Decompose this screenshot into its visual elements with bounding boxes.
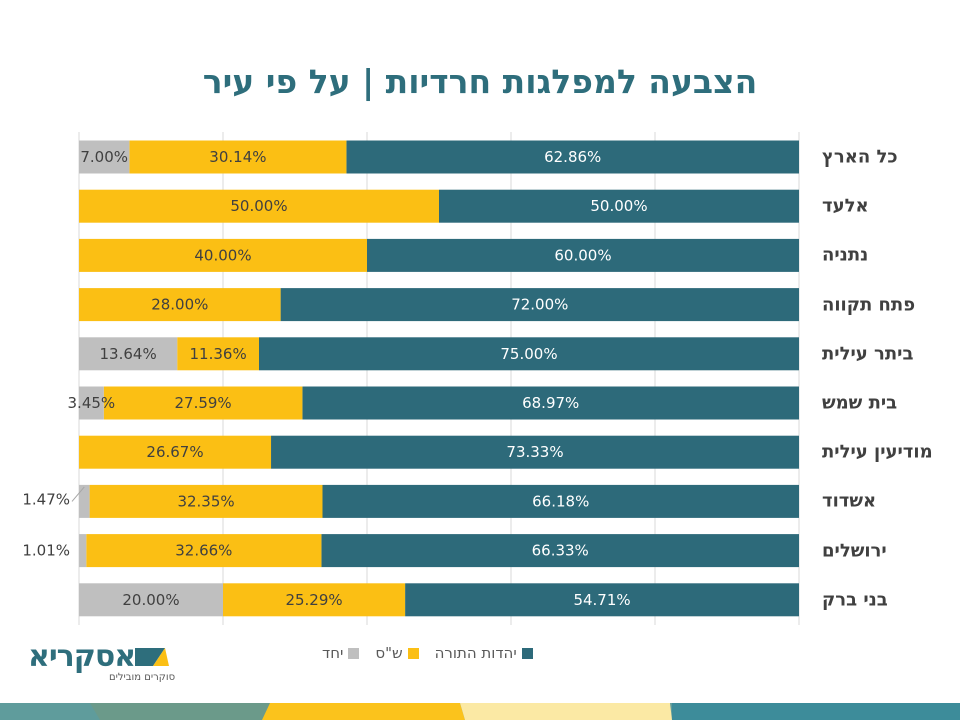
category-label: נתניה (822, 244, 869, 266)
data-label: 50.00% (590, 197, 647, 215)
legend-label-yachad: יחד (322, 644, 344, 662)
data-label: 50.00% (230, 197, 287, 215)
bar-segment-yachad (79, 337, 178, 371)
legend-item-shas: ש"ס (375, 644, 419, 662)
category-label: אלעד (822, 195, 869, 217)
data-label: 1.47% (22, 490, 70, 508)
bar-segment-shas (79, 288, 281, 322)
bar-segment-utj (321, 534, 799, 568)
data-label: 28.00% (151, 296, 208, 314)
logo: אסקריא סוקרים מובילים (28, 639, 176, 684)
category-label: כל הארץ (822, 146, 898, 168)
bar-segment-shas (79, 189, 439, 223)
category-label: מודיעין עילית (822, 441, 933, 463)
bar-segment-yachad (79, 534, 87, 568)
bar-segment-utj (439, 189, 799, 223)
bar-segment-utj (367, 238, 799, 272)
category-label: בית שמש (822, 392, 898, 414)
bar-segment-shas (89, 484, 323, 518)
data-label: 11.36% (190, 345, 247, 363)
bar-segment-shas (79, 435, 272, 469)
legend-label-shas: ש"ס (375, 644, 403, 662)
bar-segment-shas (223, 583, 406, 617)
data-label: 25.29% (285, 591, 342, 609)
bar-segment-shas (177, 337, 259, 371)
legend-item-utj: יהדות התורה (435, 644, 533, 662)
data-label: 60.00% (554, 246, 611, 264)
leader-line (71, 486, 85, 502)
logo-mark-icon (135, 648, 170, 666)
data-label: 26.67% (146, 443, 203, 461)
chart-title: הצבעה למפלגות חרדיות | על פי עיר (202, 62, 758, 101)
bar-segment-utj (346, 140, 799, 174)
bar-segment-shas (86, 534, 322, 568)
data-label: 30.14% (209, 148, 266, 166)
data-label: 66.18% (532, 492, 589, 510)
data-label: 7.00% (80, 148, 128, 166)
legend-swatch-yachad (348, 647, 360, 659)
logo-tagline: סוקרים מובילים (108, 672, 176, 683)
data-label: 1.01% (22, 542, 70, 560)
legend-swatch-utj (521, 647, 533, 659)
bar-segment-shas (103, 386, 303, 420)
bar-segment-utj (322, 484, 799, 518)
data-label: 66.33% (532, 542, 589, 560)
footer-stripe (0, 703, 960, 720)
legend-label-utj: יהדות התורה (434, 644, 517, 662)
data-label: 32.66% (175, 542, 232, 560)
data-label: 40.00% (194, 246, 251, 264)
bar-segment-yachad (78, 386, 104, 420)
bar-segment-utj (405, 583, 799, 617)
data-label: 73.33% (506, 443, 563, 461)
stacked-bar-chart: 62.86% 30.14% 7.00% 50.00% 50.00% 60.00% 40.00… (22, 132, 800, 625)
data-label: 20.00% (122, 591, 179, 609)
category-label: פתח תקווה (822, 294, 916, 316)
data-label: 62.86% (544, 148, 601, 166)
data-label: 72.00% (511, 296, 568, 314)
legend: יהדות התורה ש"ס יחד (322, 644, 533, 662)
data-label: 3.45% (68, 394, 116, 412)
bar-segment-shas (79, 238, 367, 272)
bar-segment-yachad (79, 140, 130, 174)
data-label: 75.00% (500, 345, 557, 363)
data-label: 27.59% (174, 394, 231, 412)
logo-text: אסקריא (28, 639, 136, 674)
legend-swatch-shas (407, 647, 419, 659)
bar-segment-utj (259, 337, 799, 371)
data-label: 13.64% (100, 345, 157, 363)
bar-segment-yachad (79, 583, 223, 617)
data-label: 68.97% (522, 394, 579, 412)
category-label: ביתר עילית (822, 343, 914, 365)
legend-item-yachad: יחד (322, 644, 360, 662)
data-label: 32.35% (177, 492, 234, 510)
category-label: ירושלים (822, 540, 887, 562)
category-label: בני ברק (822, 589, 888, 611)
bar-segment-utj (271, 435, 799, 469)
bar-segment-utj (302, 386, 799, 420)
category-label: אשדוד (822, 490, 877, 512)
bar-segment-shas (129, 140, 347, 174)
bar-segment-utj (280, 288, 800, 322)
bar-segment-yachad (79, 484, 90, 518)
data-label: 54.71% (573, 591, 630, 609)
